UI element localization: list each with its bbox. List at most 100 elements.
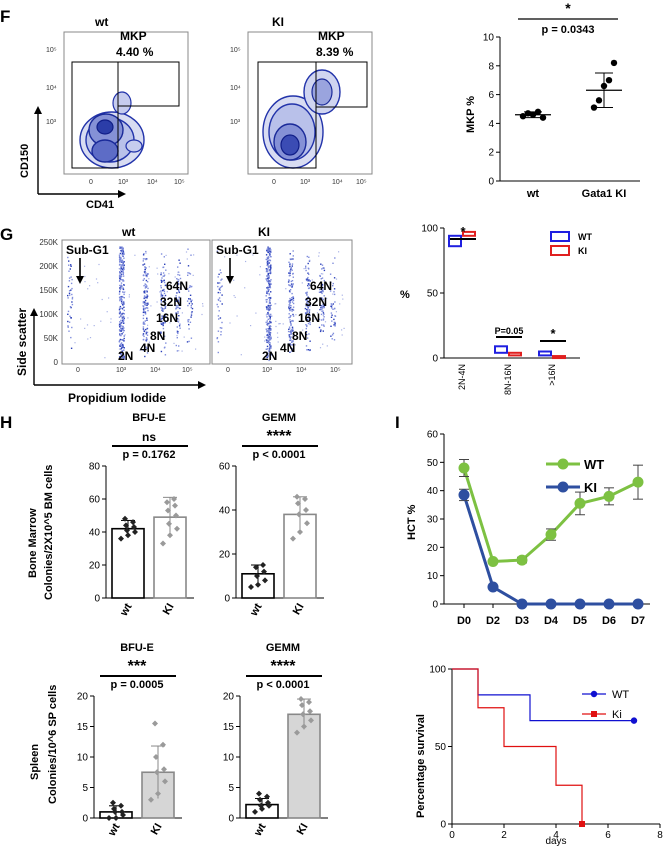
flow-event [164, 300, 167, 302]
flow-event [329, 290, 332, 292]
flow-tick: 10³ [46, 119, 57, 126]
y-axis-label: Percentage survival [415, 714, 427, 818]
flow-event [160, 299, 162, 302]
data-point [119, 808, 125, 815]
data-point [545, 529, 557, 541]
flow-event [267, 297, 270, 299]
flow-event [270, 329, 272, 331]
flow-event [319, 274, 321, 277]
flow-event [288, 334, 290, 336]
flow-event [185, 251, 188, 253]
flow-event [187, 304, 189, 307]
flow-event [139, 349, 141, 351]
data-point [253, 564, 259, 571]
flow-event [84, 275, 86, 278]
flow-event [144, 283, 146, 285]
x-tick-label: 8N-16N [503, 364, 513, 395]
flow-event [305, 292, 307, 294]
flow-event [95, 278, 98, 280]
flow-event [292, 302, 295, 305]
flow-event [144, 292, 146, 294]
flow-event [270, 264, 272, 266]
flow-event [267, 246, 269, 248]
flow-event [269, 343, 271, 346]
flow-event [121, 267, 123, 269]
flow-event [121, 350, 123, 352]
flow-event [122, 331, 124, 334]
flow-event [173, 342, 175, 344]
flow-event [305, 313, 307, 315]
flow-event [305, 317, 307, 319]
y-tick-label: 20 [77, 692, 89, 703]
flow-event [322, 312, 325, 314]
flow-event [321, 268, 323, 270]
flow-event [276, 332, 279, 334]
flow-event [122, 279, 124, 281]
flow-event [123, 261, 125, 263]
flow-event [162, 275, 164, 277]
flow-event [120, 353, 123, 355]
flow-event [120, 339, 123, 341]
flow-event [306, 298, 308, 301]
flow-event [320, 273, 322, 275]
flow-event [143, 278, 145, 280]
flow-event [176, 292, 178, 294]
flow-event [160, 287, 162, 289]
flow-event [121, 354, 123, 357]
flow-event [320, 291, 323, 293]
flow-event [290, 305, 292, 307]
flow-event [289, 328, 291, 330]
flow-event [119, 263, 121, 266]
flow-event [164, 303, 166, 305]
flow-tick: 10³ [262, 367, 273, 374]
flow-event [288, 261, 290, 263]
data-point [539, 114, 547, 121]
flow-event [268, 281, 270, 284]
flow-event [268, 267, 270, 269]
data-point [148, 796, 154, 803]
data-point [167, 532, 173, 539]
flow-event [268, 275, 270, 277]
flow-event [306, 324, 308, 327]
flow-event [71, 278, 73, 281]
flow-event [267, 278, 269, 281]
flow-event [189, 298, 191, 300]
flow-event [178, 319, 180, 321]
ploidy-label: 32N [305, 295, 327, 309]
flow-event [316, 312, 319, 314]
flow-event [266, 307, 268, 309]
flow-event [186, 288, 189, 290]
flow-event [321, 290, 323, 292]
flow-event [163, 316, 166, 318]
significance-label: P=0.05 [495, 326, 524, 336]
flow-event [335, 311, 337, 313]
data-point [160, 540, 166, 547]
flow-event [323, 306, 325, 309]
flow-event [87, 288, 89, 290]
data-point [252, 808, 258, 815]
flow-event [143, 263, 146, 265]
data-point [529, 111, 537, 118]
flow-event [71, 326, 73, 329]
flow-event [292, 276, 294, 278]
flow-event [217, 315, 220, 317]
flow-tick: 10⁵ [174, 179, 185, 186]
flow-event [341, 334, 343, 336]
flow-event [146, 328, 148, 330]
flow-event [120, 322, 123, 324]
flow-event [294, 344, 296, 346]
flow-event [179, 323, 181, 325]
flow-event [143, 310, 145, 312]
flow-event [267, 310, 270, 312]
flow-event [144, 307, 146, 310]
x-tick-label: KI [291, 602, 307, 618]
flow-event [145, 267, 147, 269]
flow-event [216, 337, 218, 340]
flow-event [321, 277, 324, 279]
chart-hct-timecourse: 0 10 20 30 40 50 60 HCT % D0 D2 D3 D4 D5 D6 D7 WT KI [406, 430, 650, 627]
flow-event [162, 266, 164, 269]
flow-event [308, 283, 310, 285]
y-tick-label: 50 [427, 458, 439, 469]
data-point [123, 522, 129, 529]
flow-event [318, 291, 321, 293]
